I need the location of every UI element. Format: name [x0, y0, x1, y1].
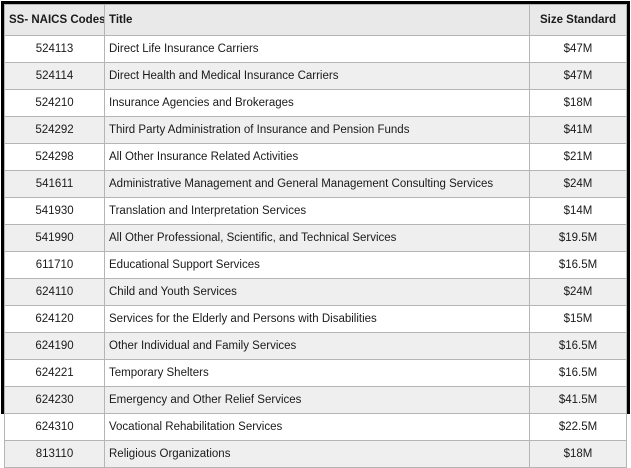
- table-row: 541930 Translation and Interpretation Se…: [4, 197, 627, 225]
- cell-size: $15M: [529, 305, 627, 333]
- cell-size: $18M: [529, 89, 627, 117]
- cell-size: $18M: [529, 440, 627, 468]
- cell-title: Translation and Interpretation Services: [104, 197, 530, 225]
- table-body: 524113 Direct Life Insurance Carriers $4…: [4, 35, 627, 468]
- header-row: SS- NAICS Codes Title Size Standard: [4, 4, 627, 36]
- cell-size: $41.5M: [529, 386, 627, 414]
- cell-code: 611710: [4, 251, 105, 279]
- table-header: SS- NAICS Codes Title Size Standard: [4, 4, 627, 36]
- cell-title: Direct Life Insurance Carriers: [104, 35, 530, 63]
- cell-title: Child and Youth Services: [104, 278, 530, 306]
- table-row: 813110 Religious Organizations $18M: [4, 440, 627, 468]
- cell-code: 624221: [4, 359, 105, 387]
- cell-code: 624190: [4, 332, 105, 360]
- table-row: 624221 Temporary Shelters $16.5M: [4, 359, 627, 387]
- cell-code: 524292: [4, 116, 105, 144]
- table-row: 611710 Educational Support Services $16.…: [4, 251, 627, 279]
- table-row: 524114 Direct Health and Medical Insuran…: [4, 62, 627, 90]
- cell-code: 624110: [4, 278, 105, 306]
- cell-title: Religious Organizations: [104, 440, 530, 468]
- cell-title: Direct Health and Medical Insurance Carr…: [104, 62, 530, 90]
- cell-title: Emergency and Other Relief Services: [104, 386, 530, 414]
- table-row: 524292 Third Party Administration of Ins…: [4, 116, 627, 144]
- table-row: 624190 Other Individual and Family Servi…: [4, 332, 627, 360]
- header-cell-size-standard: Size Standard: [529, 4, 627, 36]
- cell-size: $24M: [529, 278, 627, 306]
- cell-size: $21M: [529, 143, 627, 171]
- cell-size: $16.5M: [529, 359, 627, 387]
- cell-size: $16.5M: [529, 332, 627, 360]
- cell-code: 524210: [4, 89, 105, 117]
- cell-title: Temporary Shelters: [104, 359, 530, 387]
- header-cell-title: Title: [104, 4, 530, 36]
- table-row: 524298 All Other Insurance Related Activ…: [4, 143, 627, 171]
- cell-code: 541611: [4, 170, 105, 198]
- cell-title: Vocational Rehabilitation Services: [104, 413, 530, 441]
- cell-title: Other Individual and Family Services: [104, 332, 530, 360]
- cell-title: Third Party Administration of Insurance …: [104, 116, 530, 144]
- cell-code: 624310: [4, 413, 105, 441]
- table-row: 524113 Direct Life Insurance Carriers $4…: [4, 35, 627, 63]
- header-cell-naics-codes: SS- NAICS Codes: [4, 4, 105, 36]
- cell-size: $47M: [529, 62, 627, 90]
- table-row: 541611 Administrative Management and Gen…: [4, 170, 627, 198]
- cell-size: $41M: [529, 116, 627, 144]
- cell-size: $16.5M: [529, 251, 627, 279]
- table-row: 624120 Services for the Elderly and Pers…: [4, 305, 627, 333]
- cell-code: 541990: [4, 224, 105, 252]
- table-row: 524210 Insurance Agencies and Brokerages…: [4, 89, 627, 117]
- cell-code: 624120: [4, 305, 105, 333]
- cell-size: $14M: [529, 197, 627, 225]
- cell-title: Educational Support Services: [104, 251, 530, 279]
- naics-size-standards-table: SS- NAICS Codes Title Size Standard 5241…: [4, 4, 627, 468]
- cell-size: $47M: [529, 35, 627, 63]
- cell-code: 524113: [4, 35, 105, 63]
- cell-code: 524298: [4, 143, 105, 171]
- cell-code: 624230: [4, 386, 105, 414]
- cell-title: All Other Insurance Related Activities: [104, 143, 530, 171]
- cell-size: $22.5M: [529, 413, 627, 441]
- cell-title: Insurance Agencies and Brokerages: [104, 89, 530, 117]
- table-row: 624110 Child and Youth Services $24M: [4, 278, 627, 306]
- cell-code: 524114: [4, 62, 105, 90]
- cell-size: $19.5M: [529, 224, 627, 252]
- table-row: 624310 Vocational Rehabilitation Service…: [4, 413, 627, 441]
- cell-title: Services for the Elderly and Persons wit…: [104, 305, 530, 333]
- cell-size: $24M: [529, 170, 627, 198]
- cell-title: All Other Professional, Scientific, and …: [104, 224, 530, 252]
- cell-code: 813110: [4, 440, 105, 468]
- cell-title: Administrative Management and General Ma…: [104, 170, 530, 198]
- cell-code: 541930: [4, 197, 105, 225]
- table-row: 541990 All Other Professional, Scientifi…: [4, 224, 627, 252]
- table-row: 624230 Emergency and Other Relief Servic…: [4, 386, 627, 414]
